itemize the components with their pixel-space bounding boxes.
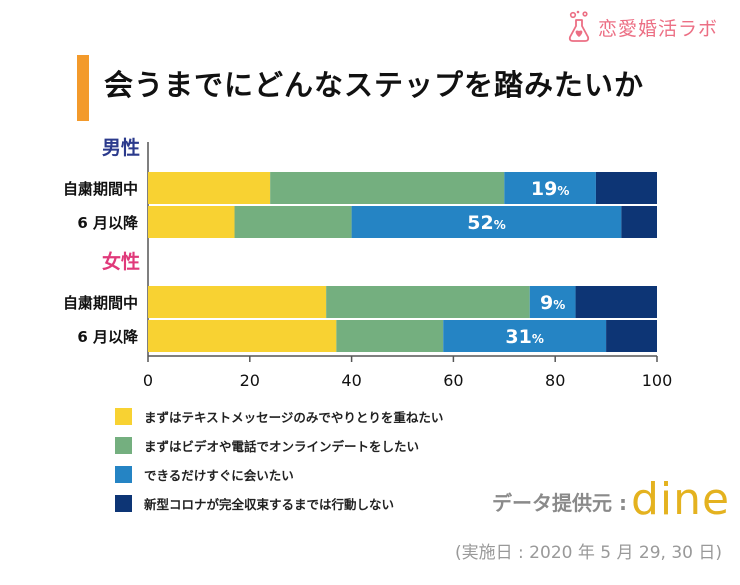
data-label: 19% bbox=[531, 178, 569, 200]
bar-segment bbox=[148, 286, 327, 318]
legend-swatch bbox=[115, 437, 132, 454]
brand-logo: 恋愛婚活ラボ bbox=[566, 10, 718, 44]
bar-segment bbox=[148, 206, 235, 238]
legend-label: まずはビデオや電話でオンラインデートをしたい bbox=[144, 439, 420, 454]
bar-segment bbox=[326, 286, 530, 318]
bar-segment bbox=[270, 172, 505, 204]
bar-segment bbox=[595, 172, 657, 204]
credit-label: データ提供元 : bbox=[492, 491, 627, 515]
dine-logo: dine bbox=[630, 474, 731, 525]
legend-label: できるだけすぐに会いたい bbox=[144, 468, 294, 483]
legend-label: 新型コロナが完全収束するまでは行動しない bbox=[144, 497, 395, 512]
brand-name: 恋愛婚活ラボ bbox=[597, 17, 718, 40]
data-label: 52% bbox=[467, 212, 505, 234]
x-tick-label: 40 bbox=[341, 371, 361, 390]
legend-swatch bbox=[115, 408, 132, 425]
bar-segment bbox=[504, 172, 596, 204]
chart-legend: まずはテキストメッセージのみでやりとりを重ねたい まずはビデオや電話でオンライン… bbox=[115, 402, 443, 518]
data-label: 31% bbox=[505, 326, 543, 348]
bar-segment bbox=[529, 286, 576, 318]
bar-segment bbox=[621, 206, 657, 238]
data-label: 9% bbox=[540, 292, 565, 314]
legend-item: できるだけすぐに会いたい bbox=[115, 460, 443, 489]
category-label: 6 月以降 bbox=[77, 214, 139, 232]
category-label: 自粛期間中 bbox=[63, 294, 138, 312]
x-tick-label: 0 bbox=[143, 371, 153, 390]
legend-swatch bbox=[115, 466, 132, 483]
legend-item: 新型コロナが完全収束するまでは行動しない bbox=[115, 489, 443, 518]
group-label: 女性 bbox=[102, 250, 140, 273]
bar-segment bbox=[351, 206, 622, 238]
category-label: 自粛期間中 bbox=[63, 180, 138, 198]
data-source-credit: データ提供元 : dine bbox=[492, 478, 730, 522]
bar-segment bbox=[336, 320, 444, 352]
x-tick-label: 60 bbox=[443, 371, 463, 390]
group-label: 男性 bbox=[102, 136, 140, 159]
bar-segment bbox=[606, 320, 657, 352]
bar-segment bbox=[575, 286, 657, 318]
legend-item: まずはテキストメッセージのみでやりとりを重ねたい bbox=[115, 402, 443, 431]
category-label: 6 月以降 bbox=[77, 328, 139, 346]
legend-item: まずはビデオや電話でオンラインデートをしたい bbox=[115, 431, 443, 460]
x-tick-label: 100 bbox=[642, 371, 673, 390]
legend-label: まずはテキストメッセージのみでやりとりを重ねたい bbox=[144, 410, 444, 425]
bar-segment bbox=[234, 206, 352, 238]
chart-title: 会うまでにどんなステップを踏みたいか bbox=[104, 68, 645, 102]
bar-segment bbox=[148, 320, 337, 352]
legend-swatch bbox=[115, 495, 132, 512]
flask-heart-icon bbox=[568, 10, 590, 42]
title-accent-bar bbox=[77, 55, 89, 121]
x-tick-label: 80 bbox=[545, 371, 565, 390]
x-tick-label: 20 bbox=[240, 371, 260, 390]
bar-segment bbox=[148, 172, 271, 204]
bar-segment bbox=[443, 320, 607, 352]
survey-date-note: (実施日 : 2020 年 5 月 29, 30 日) bbox=[455, 543, 722, 563]
